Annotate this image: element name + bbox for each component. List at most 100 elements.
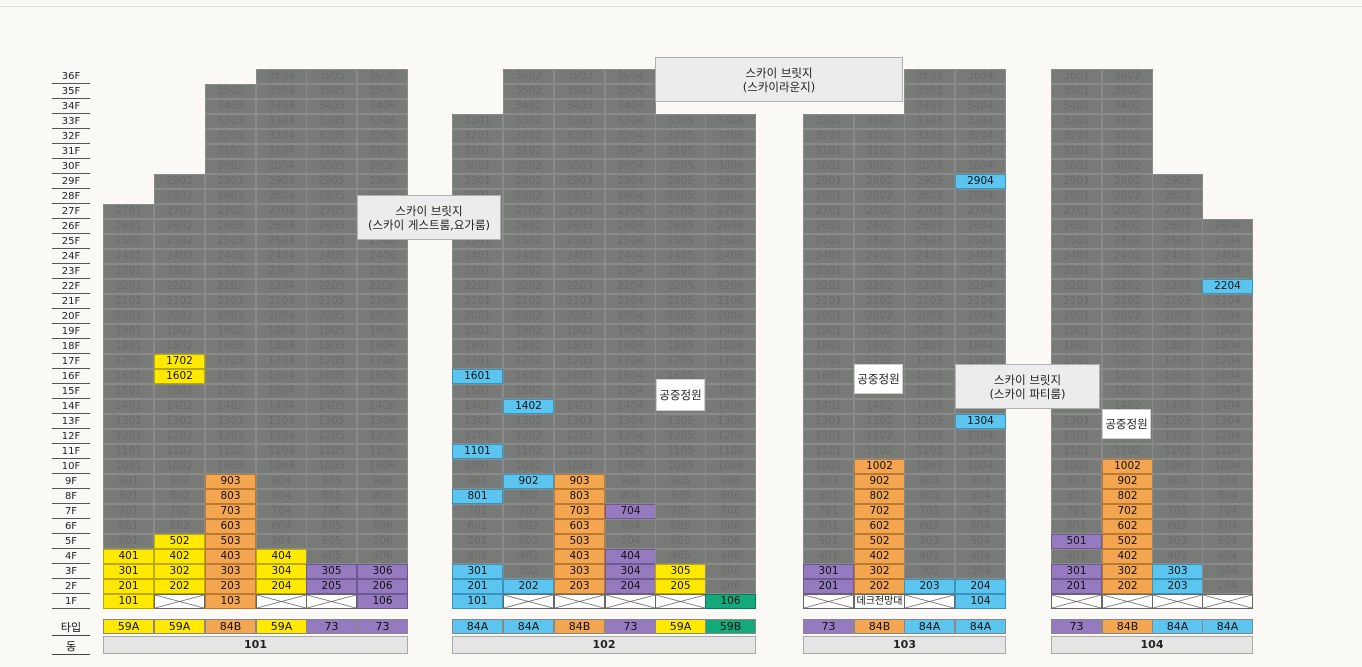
floor-label: 4F [52, 549, 90, 564]
unit-cell: 602 [503, 519, 554, 534]
unit-cell: 1903 [904, 324, 955, 339]
unit-cell: 2801 [803, 189, 854, 204]
unit-cell: 1402 [503, 399, 554, 414]
unit-cell: 1803 [904, 339, 955, 354]
unit-cell: 1801 [803, 339, 854, 354]
unit-cell: 3402 [503, 99, 554, 114]
unit-cell: 203 [205, 579, 256, 594]
unit-cell: 1101 [452, 444, 503, 459]
unit-cell: 403 [904, 549, 955, 564]
unit-cell: 3002 [503, 159, 554, 174]
unit-cell: 1804 [1202, 339, 1253, 354]
unit-cell: 604 [256, 519, 307, 534]
unit-cell: 1606 [357, 369, 408, 384]
floor-label: 18F [52, 339, 90, 354]
unit-cell: 2601 [103, 219, 154, 234]
unit-cell: 3105 [306, 144, 357, 159]
unit-cell: 2402 [854, 249, 905, 264]
unit-cell: 2204 [605, 279, 656, 294]
floor-label: 32F [52, 129, 90, 144]
unit-cell: 2006 [357, 309, 408, 324]
unit-cell: 3006 [357, 159, 408, 174]
unit-type-badge: 84A [1152, 619, 1203, 634]
unit-cell: 2803 [205, 189, 256, 204]
unit-cell: 3001 [803, 159, 854, 174]
sky-bridge-101-102: 스카이 브릿지 (스카이 게스트룸,요가룸) [357, 195, 501, 240]
unit-cell: 904 [256, 474, 307, 489]
unit-cell: 1405 [306, 399, 357, 414]
unit-cell: 606 [357, 519, 408, 534]
unit-cell: 601 [1051, 519, 1102, 534]
unavailable-unit [256, 594, 307, 609]
unit-cell: 504 [256, 534, 307, 549]
unit-cell: 1401 [803, 399, 854, 414]
unit-cell: 2802 [854, 189, 905, 204]
unit-cell: 3102 [1102, 144, 1153, 159]
unit-cell: 1102 [503, 444, 554, 459]
unit-cell: 202 [854, 579, 905, 594]
unit-cell: 1301 [103, 414, 154, 429]
unit-cell: 702 [1102, 504, 1153, 519]
unit-cell: 2501 [1051, 234, 1102, 249]
unit-cell: 1001 [803, 459, 854, 474]
unit-cell: 601 [103, 519, 154, 534]
floor-label: 12F [52, 429, 90, 444]
unit-cell: 1906 [357, 324, 408, 339]
unavailable-unit [803, 594, 854, 609]
unit-cell: 3304 [955, 114, 1006, 129]
unit-cell: 1003 [904, 459, 955, 474]
type-row-label: 타입 [60, 621, 82, 634]
unit-cell: 1102 [1102, 444, 1153, 459]
unit-cell: 306 [357, 564, 408, 579]
unit-cell: 3104 [955, 144, 1006, 159]
unit-cell: 2101 [103, 294, 154, 309]
unit-cell: 3005 [306, 159, 357, 174]
unit-cell: 2501 [103, 234, 154, 249]
unit-cell: 1002 [854, 459, 905, 474]
unit-cell: 1105 [655, 444, 706, 459]
unit-cell: 1906 [705, 324, 756, 339]
unit-cell: 2301 [803, 264, 854, 279]
unit-cell: 2601 [803, 219, 854, 234]
unit-cell: 801 [452, 489, 503, 504]
unit-type-badge: 84B [1102, 619, 1153, 634]
unit-cell: 2703 [554, 204, 605, 219]
unit-cell: 2504 [605, 234, 656, 249]
unit-cell: 1001 [452, 459, 503, 474]
unit-cell: 1905 [306, 324, 357, 339]
unit-cell: 806 [357, 489, 408, 504]
bridge-title: 스카이 브릿지 [993, 372, 1062, 387]
unit-cell: 1604 [256, 369, 307, 384]
unit-cell: 3606 [357, 69, 408, 84]
floor-label: 20F [52, 309, 90, 324]
unit-cell: 2603 [554, 219, 605, 234]
unit-cell: 1504 [1202, 384, 1253, 399]
floor-label: 23F [52, 264, 90, 279]
unit-cell: 3204 [256, 129, 307, 144]
unit-cell: 1501 [803, 384, 854, 399]
unit-cell: 3605 [306, 69, 357, 84]
unit-cell: 1704 [605, 354, 656, 369]
unit-cell: 403 [205, 549, 256, 564]
unit-cell: 2903 [205, 174, 256, 189]
unit-cell: 2002 [1102, 309, 1153, 324]
unit-cell: 1603 [1152, 369, 1203, 384]
unit-cell: 2303 [554, 264, 605, 279]
unit-cell: 2704 [256, 204, 307, 219]
unit-cell: 802 [503, 489, 554, 504]
unit-cell: 3603 [904, 69, 955, 84]
unit-cell: 603 [1152, 519, 1203, 534]
unit-cell: 1806 [357, 339, 408, 354]
unit-cell: 2405 [306, 249, 357, 264]
unit-type-badge: 73 [357, 619, 408, 634]
unit-cell: 1304 [1202, 414, 1253, 429]
unit-cell: 2503 [904, 234, 955, 249]
unit-cell: 1605 [306, 369, 357, 384]
unit-cell: 303 [554, 564, 605, 579]
unit-cell: 2604 [256, 219, 307, 234]
floor-label: 33F [52, 114, 90, 129]
unit-cell: 2204 [1202, 279, 1253, 294]
unit-cell: 503 [904, 534, 955, 549]
unit-cell: 202 [1102, 579, 1153, 594]
unit-cell: 3106 [705, 144, 756, 159]
